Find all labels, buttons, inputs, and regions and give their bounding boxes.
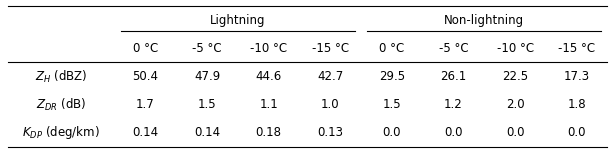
Text: 0.0: 0.0 (383, 127, 401, 140)
Text: 0.0: 0.0 (444, 127, 462, 140)
Text: -15 °C: -15 °C (312, 42, 349, 55)
Text: 0.14: 0.14 (194, 127, 220, 140)
Text: 0.0: 0.0 (568, 127, 586, 140)
Text: 0.18: 0.18 (256, 127, 282, 140)
Text: 42.7: 42.7 (317, 70, 343, 83)
Text: -5 °C: -5 °C (192, 42, 222, 55)
Text: 0.14: 0.14 (132, 127, 159, 140)
Text: 44.6: 44.6 (256, 70, 282, 83)
Text: Non-lightning: Non-lightning (444, 13, 525, 26)
Text: 0.0: 0.0 (506, 127, 525, 140)
Text: -5 °C: -5 °C (438, 42, 468, 55)
Text: 0 °C: 0 °C (379, 42, 405, 55)
Text: 22.5: 22.5 (502, 70, 528, 83)
Text: Lightning: Lightning (210, 13, 266, 26)
Text: 1.1: 1.1 (260, 98, 278, 111)
Text: 1.8: 1.8 (568, 98, 586, 111)
Text: -15 °C: -15 °C (558, 42, 595, 55)
Text: 26.1: 26.1 (440, 70, 467, 83)
Text: 1.5: 1.5 (383, 98, 401, 111)
Text: 1.5: 1.5 (198, 98, 216, 111)
Text: $Z_H$ (dBZ): $Z_H$ (dBZ) (35, 68, 87, 85)
Text: $Z_{DR}$ (dB): $Z_{DR}$ (dB) (36, 97, 86, 113)
Text: -10 °C: -10 °C (250, 42, 287, 55)
Text: 17.3: 17.3 (563, 70, 590, 83)
Text: 50.4: 50.4 (132, 70, 159, 83)
Text: 1.7: 1.7 (136, 98, 155, 111)
Text: 29.5: 29.5 (379, 70, 405, 83)
Text: 0.13: 0.13 (317, 127, 343, 140)
Text: 1.2: 1.2 (444, 98, 463, 111)
Text: -10 °C: -10 °C (496, 42, 534, 55)
Text: 0 °C: 0 °C (133, 42, 158, 55)
Text: 2.0: 2.0 (506, 98, 525, 111)
Text: $K_{DP}$ (deg/km): $K_{DP}$ (deg/km) (22, 125, 100, 142)
Text: 1.0: 1.0 (321, 98, 339, 111)
Text: 47.9: 47.9 (194, 70, 220, 83)
